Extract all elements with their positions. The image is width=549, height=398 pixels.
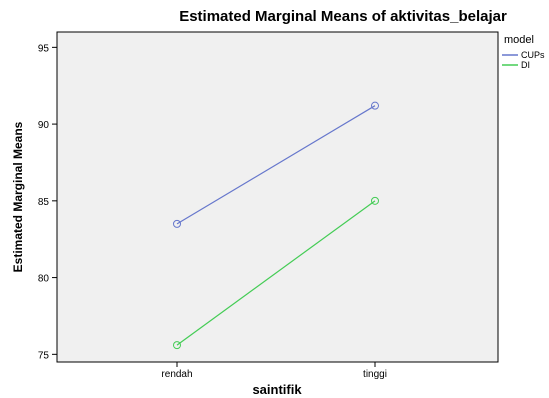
x-axis: rendah tinggi bbox=[161, 362, 387, 380]
chart-title: Estimated Marginal Means of aktivitas_be… bbox=[179, 8, 507, 25]
legend-label-cups: CUPs bbox=[521, 50, 545, 60]
plot-area bbox=[56, 31, 499, 363]
x-tick-label-rendah: rendah bbox=[161, 369, 192, 380]
series-layer bbox=[173, 101, 379, 350]
y-axis: 75 80 85 90 95 bbox=[38, 43, 57, 361]
data-point-cups-rendah bbox=[173, 219, 181, 228]
legend-title: model bbox=[504, 34, 534, 46]
series-line-cups bbox=[176, 105, 376, 225]
y-tick-label-80: 80 bbox=[38, 274, 50, 285]
legend-label-di: DI bbox=[521, 60, 530, 70]
y-axis-title: Estimated Marginal Means bbox=[11, 121, 25, 272]
data-point-di-rendah bbox=[173, 341, 181, 350]
series-line-di bbox=[176, 200, 376, 346]
x-axis-title: saintifik bbox=[252, 382, 302, 397]
data-point-di-tinggi bbox=[371, 196, 379, 205]
y-tick-label-85: 85 bbox=[38, 197, 50, 208]
y-tick-label-90: 90 bbox=[38, 120, 50, 131]
y-tick-label-75: 75 bbox=[38, 350, 50, 361]
data-point-cups-tinggi bbox=[371, 101, 379, 110]
x-tick-label-tinggi: tinggi bbox=[363, 369, 387, 380]
y-tick-label-95: 95 bbox=[38, 43, 50, 54]
